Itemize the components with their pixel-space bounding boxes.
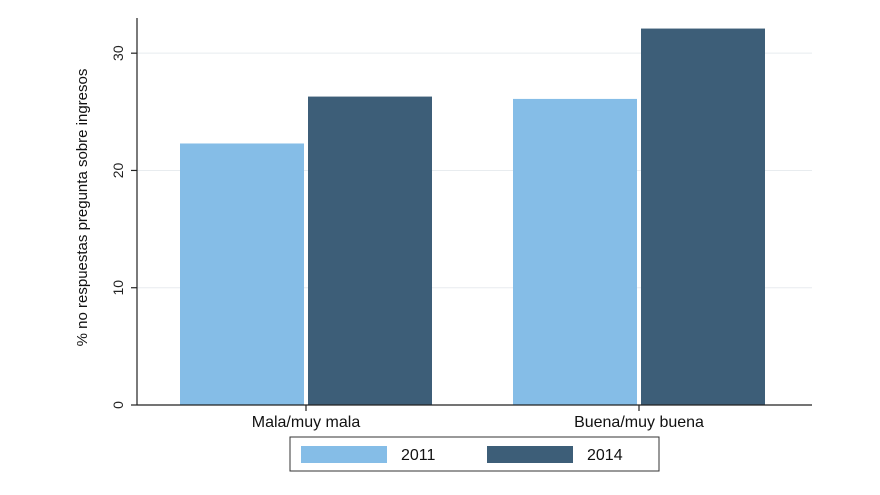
x-categories: Mala/muy mala Buena/muy buena (252, 405, 704, 431)
legend-swatch-2011 (301, 446, 387, 463)
bars (180, 28, 765, 406)
legend: 2011 2014 (289, 436, 660, 472)
y-tick-label: 30 (110, 45, 126, 61)
x-category-label: Mala/muy mala (252, 414, 361, 431)
axes (136, 18, 812, 406)
legend-items: 2011 2014 (301, 446, 623, 464)
bar-2011-buena (513, 98, 637, 405)
y-ticks: 0 10 20 30 (110, 45, 137, 409)
legend-label-2011: 2011 (401, 447, 436, 464)
legend-swatch-2014 (487, 446, 573, 463)
y-tick-label: 10 (110, 280, 126, 296)
bar-2014-mala (308, 96, 432, 405)
y-tick-label: 0 (110, 401, 126, 409)
legend-label-2014: 2014 (587, 447, 623, 464)
x-category-label: Buena/muy buena (574, 414, 704, 431)
y-axis-title: % no respuestas pregunta sobre ingresos (74, 69, 91, 347)
bar-2011-mala (180, 143, 304, 405)
y-tick-label: 20 (110, 162, 126, 178)
bar-2014-buena (641, 28, 765, 406)
